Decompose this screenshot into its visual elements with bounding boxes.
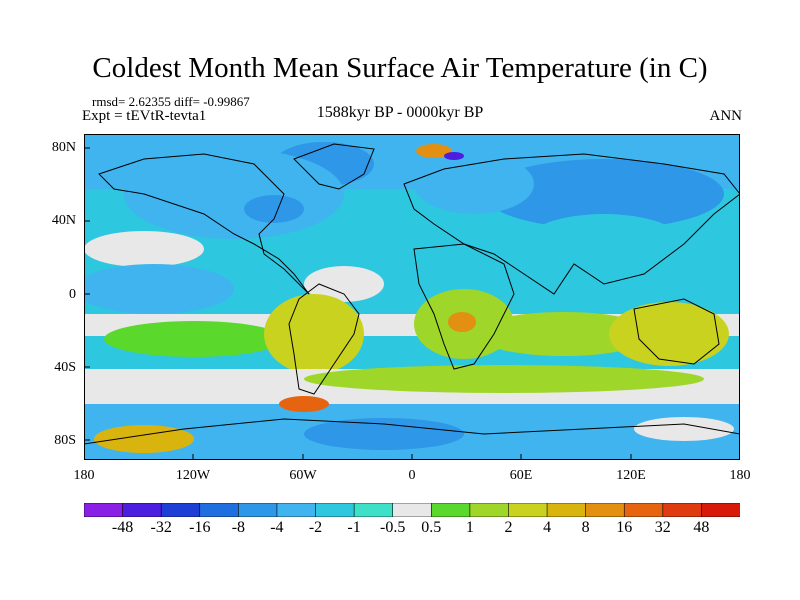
colorbar-swatch [662, 503, 703, 517]
colorbar-label: -2 [308, 519, 323, 536]
colorbar-label: 48 [693, 519, 710, 536]
colorbar-swatch [238, 503, 278, 517]
lon-label-180e: 180 [729, 468, 751, 483]
field-pacific-south [84, 264, 234, 314]
lon-label-0: 0 [408, 468, 416, 483]
colorbar-label: 32 [654, 519, 671, 536]
colorbar-swatch [392, 503, 433, 517]
season-label: ANN [709, 108, 743, 124]
colorbar-swatch [623, 503, 664, 517]
colorbar-swatch [160, 503, 201, 517]
field-europe [414, 154, 534, 214]
field-south-america [264, 294, 364, 374]
colorbar-swatch [315, 503, 355, 517]
coastlines [84, 143, 740, 445]
field-pacific-north-white [84, 231, 204, 267]
lat-label-0: 0 [69, 287, 76, 302]
field-antarctic-blue [304, 418, 464, 450]
field-asia-teal [524, 214, 684, 274]
colorbar-swatch [469, 503, 510, 517]
field-southern-ocean-green [304, 365, 704, 393]
colorbar-swatch [122, 503, 162, 517]
lat-label-80n: 80N [51, 140, 76, 155]
colorbar-swatch [585, 503, 626, 517]
lon-label-120e: 120E [616, 468, 646, 483]
lon-label-60e: 60E [509, 468, 533, 483]
colorbar-swatch [508, 503, 548, 517]
field-arctic-cold [444, 152, 464, 160]
colorbar-swatch [199, 503, 240, 517]
stats-label: rmsd= 2.62355 diff= -0.99867 [92, 94, 250, 109]
field-hudson [244, 195, 304, 223]
colorbar-label: -0.5 [380, 519, 406, 536]
field-africa-hot [448, 312, 476, 332]
experiment-label: Expt = tEVtR-tevta1 [82, 108, 207, 124]
lon-label-60w: 60W [289, 468, 317, 483]
field-antarctic-peninsula [279, 396, 329, 412]
lon-label-180w: 180 [73, 468, 95, 483]
period-label: 1588kyr BP - 0000kyr BP [316, 104, 484, 121]
temperature-map [84, 134, 740, 460]
colorbar-label: -8 [231, 519, 246, 536]
colorbar [84, 503, 740, 517]
field-north-america [124, 149, 344, 239]
colorbar-label: 1 [465, 519, 474, 536]
field-australia [609, 302, 729, 366]
colorbar-label: 8 [581, 519, 590, 536]
lat-label-40s: 40S [54, 360, 76, 375]
colorbar-swatch [276, 503, 317, 517]
colorbar-swatch [353, 503, 394, 517]
lon-label-120w: 120W [175, 468, 211, 483]
field-south-pacific-green [104, 321, 284, 357]
colorbar-label: -1 [347, 519, 361, 536]
colorbar-swatch [84, 503, 124, 517]
field-antarctic-warm [94, 425, 194, 453]
colorbar-label: 0.5 [421, 519, 442, 536]
colorbar-label: -48 [111, 519, 134, 536]
lat-label-40n: 40N [51, 213, 76, 228]
field-siberia [484, 159, 724, 229]
field-antarctic-white [634, 417, 734, 441]
plot-title: Coldest Month Mean Surface Air Temperatu… [92, 52, 708, 84]
colorbar-label: -32 [150, 519, 172, 536]
map-ticks [84, 147, 632, 460]
colorbar-swatch [430, 503, 471, 517]
colorbar-label: 16 [616, 519, 633, 536]
colorbar-label: 2 [504, 519, 513, 536]
colorbar-label: -16 [189, 519, 211, 536]
colorbar-label: -4 [270, 519, 284, 536]
field-atlantic-white [304, 266, 384, 302]
colorbar-swatch [546, 503, 587, 517]
colorbar-swatch [701, 503, 740, 517]
field-indian-ocean [474, 312, 654, 356]
lat-label-80s: 80S [54, 433, 76, 448]
colorbar-label: 4 [543, 519, 552, 536]
field-arctic-hotspot [416, 144, 452, 158]
